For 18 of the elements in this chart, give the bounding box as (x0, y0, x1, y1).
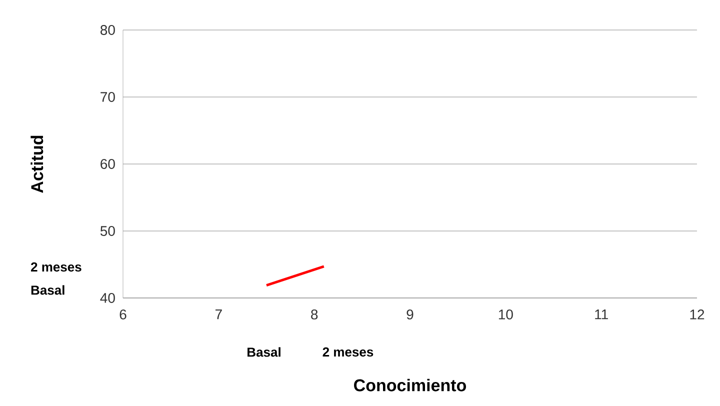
text: 2 meses (30, 262, 82, 272)
y-tick-label: 40 (100, 293, 115, 303)
x-tick-label: 6 (120, 310, 126, 320)
x-tick-label: 11 (595, 310, 608, 320)
y-tick-label: 70 (100, 92, 115, 102)
x-axis-title: Conocimiento (354, 378, 466, 392)
x-tick-label: 10 (498, 310, 513, 320)
x-tick-label: 12 (690, 310, 704, 320)
y-tick-label: 60 (100, 159, 115, 169)
x-tick-label: 7 (216, 310, 222, 320)
y-tick-label: 50 (100, 226, 115, 236)
y-tick-label: 80 (100, 25, 115, 35)
x-tick-label: 9 (406, 310, 414, 320)
x-tick-label: 8 (311, 310, 318, 320)
text: Basal (31, 285, 64, 295)
y-axis-title: Actitud (30, 136, 44, 193)
text: Basal (248, 347, 280, 357)
text: 2 meses (322, 347, 374, 357)
